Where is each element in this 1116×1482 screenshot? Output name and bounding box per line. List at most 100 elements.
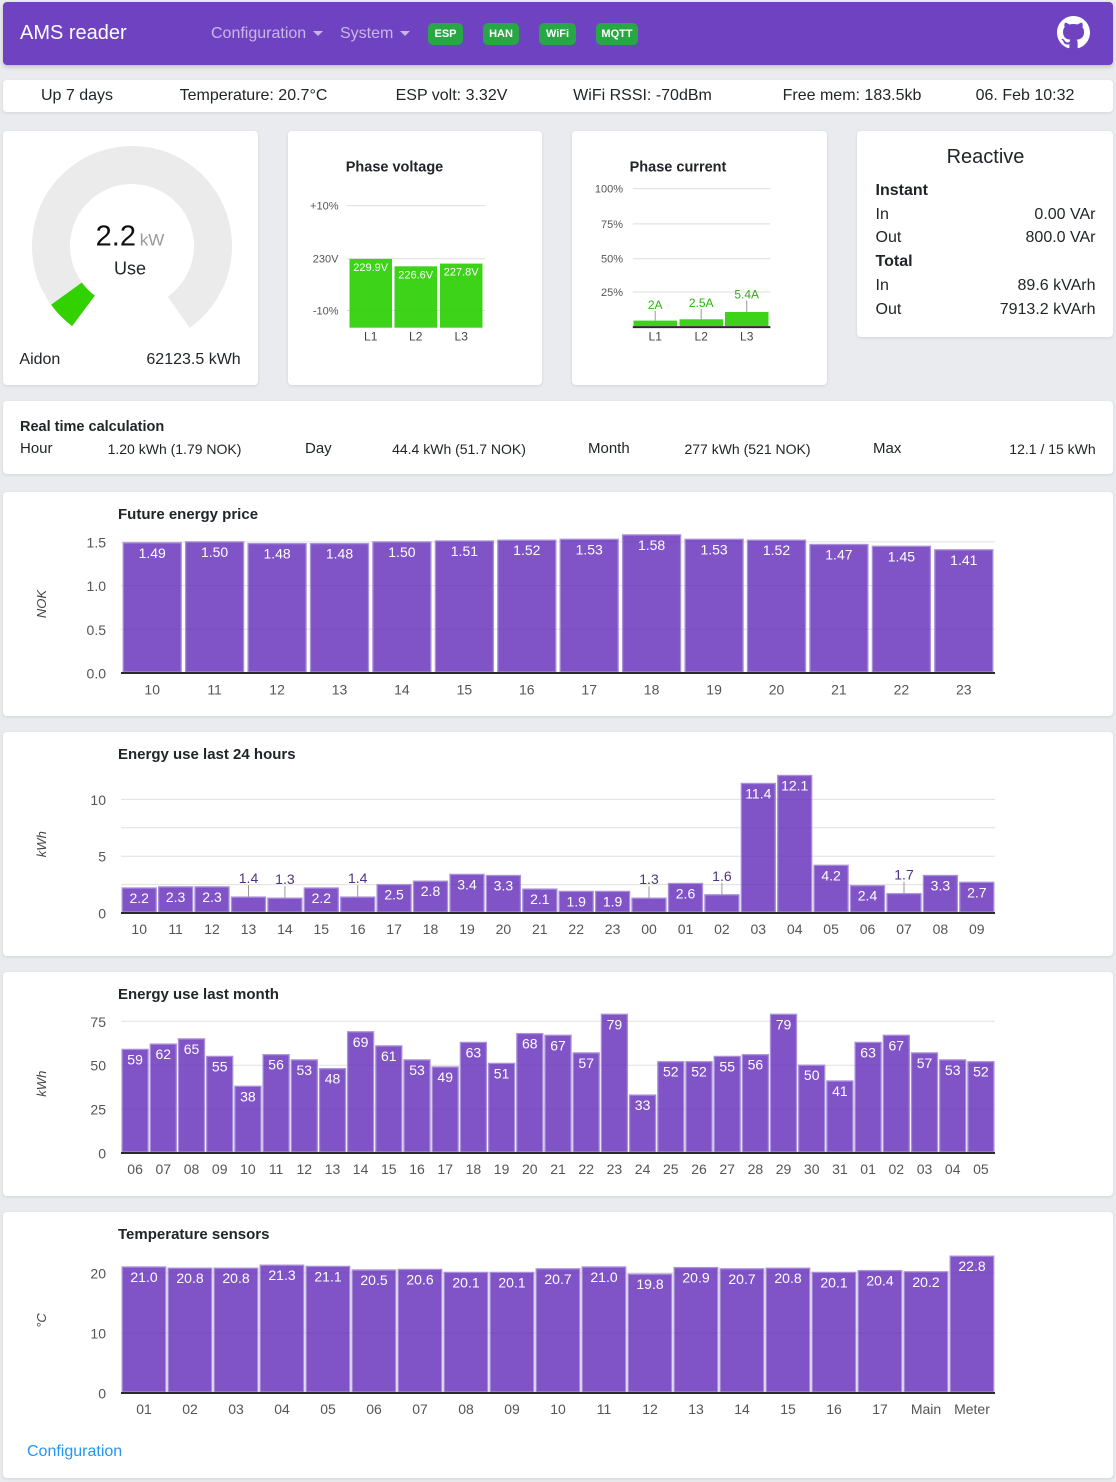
svg-text:30: 30	[804, 1161, 820, 1177]
svg-text:25: 25	[663, 1161, 679, 1177]
svg-text:1.53: 1.53	[700, 541, 727, 557]
svg-text:20.2: 20.2	[912, 1273, 939, 1289]
svg-text:03: 03	[228, 1401, 244, 1417]
svg-text:50%: 50%	[601, 253, 623, 265]
svg-text:10: 10	[240, 1161, 256, 1177]
svg-text:48: 48	[325, 1070, 341, 1086]
svg-text:11: 11	[168, 921, 183, 937]
svg-text:63: 63	[466, 1044, 482, 1060]
svg-text:3.3: 3.3	[931, 877, 951, 893]
svg-text:08: 08	[184, 1161, 200, 1177]
svg-text:Meter: Meter	[954, 1401, 990, 1417]
svg-text:41: 41	[832, 1083, 848, 1099]
svg-text:12: 12	[642, 1401, 658, 1417]
svg-text:3.3: 3.3	[494, 877, 514, 893]
svg-text:15: 15	[314, 921, 330, 937]
svg-text:05: 05	[973, 1161, 989, 1177]
svg-text:L1: L1	[364, 329, 378, 343]
svg-text:75%: 75%	[601, 218, 623, 230]
svg-text:Phase voltage: Phase voltage	[345, 159, 443, 175]
svg-text:79: 79	[607, 1016, 623, 1032]
svg-text:22: 22	[568, 921, 584, 937]
svg-text:52: 52	[691, 1063, 707, 1079]
svg-text:62: 62	[156, 1046, 172, 1062]
svg-text:02: 02	[889, 1161, 905, 1177]
svg-text:06: 06	[127, 1161, 143, 1177]
svg-text:01: 01	[136, 1401, 152, 1417]
svg-text:65: 65	[184, 1040, 200, 1056]
svg-text:23: 23	[607, 1161, 623, 1177]
svg-text:Aidon: Aidon	[19, 351, 60, 368]
svg-text:kWh: kWh	[34, 1070, 49, 1096]
svg-text:63: 63	[860, 1044, 876, 1060]
svg-text:kW: kW	[140, 230, 165, 249]
svg-text:0: 0	[98, 1145, 106, 1161]
svg-text:20.7: 20.7	[544, 1270, 571, 1286]
svg-text:13: 13	[325, 1161, 341, 1177]
svg-text:17: 17	[872, 1401, 888, 1417]
svg-text:2.5: 2.5	[384, 886, 404, 902]
svg-text:59: 59	[127, 1051, 143, 1067]
svg-text:1.48: 1.48	[326, 545, 353, 561]
svg-text:1.52: 1.52	[763, 542, 790, 558]
svg-text:2.3: 2.3	[166, 888, 186, 904]
svg-text:16: 16	[350, 921, 366, 937]
svg-text:19.8: 19.8	[636, 1276, 663, 1292]
svg-text:15: 15	[780, 1401, 796, 1417]
svg-text:13: 13	[241, 921, 257, 937]
svg-text:4.2: 4.2	[821, 867, 841, 883]
svg-text:1.9: 1.9	[566, 893, 586, 909]
svg-text:0: 0	[98, 1385, 106, 1401]
svg-text:1.52: 1.52	[513, 542, 540, 558]
svg-text:1.53: 1.53	[576, 541, 603, 557]
svg-text:Future energy price: Future energy price	[118, 506, 258, 523]
svg-text:0.5: 0.5	[87, 621, 107, 637]
svg-text:10: 10	[90, 791, 106, 807]
svg-text:53: 53	[409, 1061, 425, 1077]
svg-text:05: 05	[320, 1401, 336, 1417]
svg-text:1.48: 1.48	[263, 545, 290, 561]
svg-text:20: 20	[90, 1265, 106, 1281]
svg-text:05: 05	[823, 921, 839, 937]
svg-text:20: 20	[522, 1161, 538, 1177]
svg-text:16: 16	[826, 1401, 842, 1417]
svg-text:07: 07	[156, 1161, 172, 1177]
svg-text:100%: 100%	[595, 183, 623, 195]
svg-text:11: 11	[597, 1401, 612, 1417]
svg-text:17: 17	[581, 681, 597, 697]
svg-text:L1: L1	[649, 329, 663, 343]
svg-text:2.5A: 2.5A	[689, 296, 714, 310]
svg-text:14: 14	[277, 921, 293, 937]
svg-text:52: 52	[663, 1063, 679, 1079]
svg-text:01: 01	[678, 921, 694, 937]
svg-text:16: 16	[409, 1161, 425, 1177]
svg-text:1.0: 1.0	[87, 578, 107, 594]
svg-text:29: 29	[776, 1161, 792, 1177]
svg-text:15: 15	[457, 681, 473, 697]
svg-text:20.1: 20.1	[498, 1274, 525, 1290]
svg-text:02: 02	[182, 1401, 198, 1417]
svg-text:17: 17	[386, 921, 402, 937]
svg-text:3.4: 3.4	[457, 876, 477, 892]
svg-text:04: 04	[787, 921, 803, 937]
svg-text:21.3: 21.3	[268, 1267, 295, 1283]
svg-text:52: 52	[973, 1063, 989, 1079]
svg-text:18: 18	[466, 1161, 482, 1177]
svg-text:1.9: 1.9	[603, 893, 623, 909]
svg-text:25: 25	[90, 1101, 106, 1117]
svg-text:28: 28	[748, 1161, 764, 1177]
svg-text:0: 0	[98, 905, 106, 921]
svg-text:67: 67	[550, 1037, 566, 1053]
svg-text:16: 16	[519, 681, 535, 697]
svg-text:69: 69	[353, 1033, 369, 1049]
svg-text:1.3: 1.3	[275, 871, 295, 887]
svg-text:2.3: 2.3	[202, 888, 222, 904]
svg-text:12: 12	[269, 681, 285, 697]
svg-text:03: 03	[751, 921, 767, 937]
svg-text:1.4: 1.4	[348, 870, 368, 886]
svg-text:2.4: 2.4	[858, 887, 878, 903]
svg-text:75: 75	[90, 1013, 106, 1029]
svg-text:2.8: 2.8	[421, 883, 441, 899]
svg-text:Main: Main	[911, 1401, 941, 1417]
svg-text:20: 20	[496, 921, 512, 937]
